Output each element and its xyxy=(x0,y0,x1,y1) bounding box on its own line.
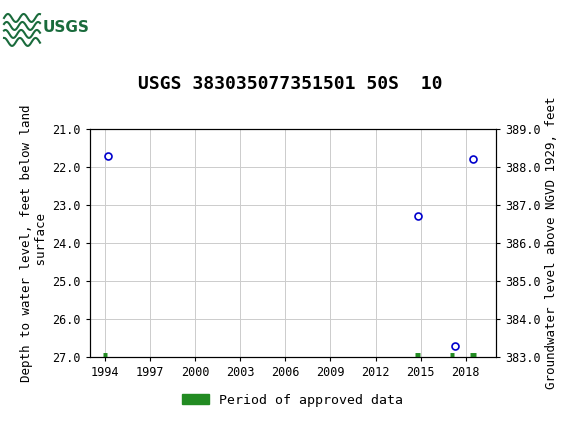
Text: USGS 383035077351501 50S  10: USGS 383035077351501 50S 10 xyxy=(138,75,442,93)
Bar xyxy=(2,2,70,54)
Y-axis label: Depth to water level, feet below land
 surface: Depth to water level, feet below land su… xyxy=(20,104,48,382)
Legend: Period of approved data: Period of approved data xyxy=(177,388,409,412)
Y-axis label: Groundwater level above NGVD 1929, feet: Groundwater level above NGVD 1929, feet xyxy=(545,97,558,389)
Text: USGS: USGS xyxy=(43,21,90,35)
